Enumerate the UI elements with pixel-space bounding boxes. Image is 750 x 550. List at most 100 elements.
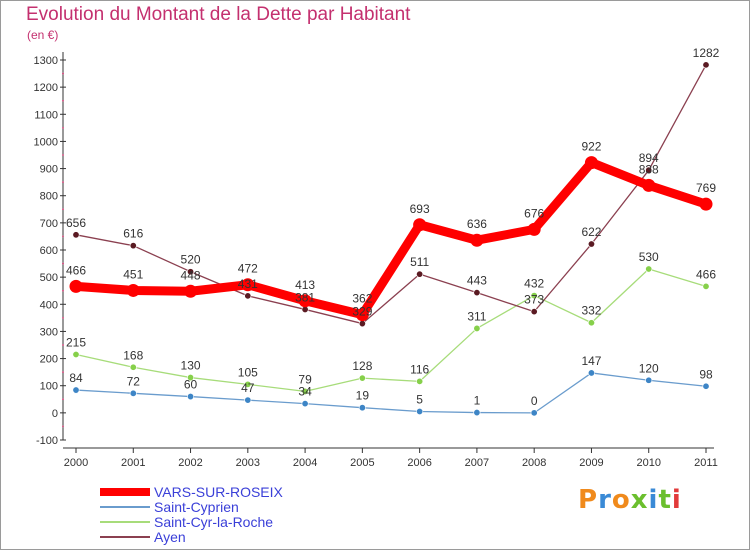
data-point: [416, 377, 424, 385]
data-point: [358, 320, 366, 328]
data-point: [587, 369, 595, 377]
data-point: [530, 409, 538, 417]
legend-swatch: [100, 536, 150, 538]
y-tick-label: 1200: [34, 82, 58, 94]
data-point: [241, 278, 255, 292]
data-point: [645, 166, 653, 174]
data-point: [699, 197, 713, 211]
series-line-saint-cyprien: [75, 372, 707, 414]
data-point: [702, 382, 710, 390]
data-label: 413: [295, 278, 315, 292]
data-label: 656: [66, 216, 86, 230]
y-minor-tick: [62, 235, 64, 238]
y-tick-label: -100: [36, 435, 58, 447]
data-point: [72, 231, 80, 239]
data-label: 5: [416, 393, 423, 407]
data-point: [187, 374, 195, 382]
data-point: [584, 156, 598, 170]
data-label: 116: [410, 362, 429, 376]
data-label: 472: [238, 262, 258, 276]
data-label: 838: [639, 162, 659, 176]
y-tick-label: 900: [40, 164, 58, 176]
data-label: 19: [356, 389, 370, 403]
x-tick-label: 2007: [465, 457, 489, 469]
x-tick-label: 2009: [579, 457, 603, 469]
x-tick-label: 2000: [64, 457, 88, 469]
data-label: 47: [241, 381, 255, 395]
data-point: [530, 292, 538, 300]
data-point: [413, 218, 427, 232]
data-label: 922: [581, 140, 601, 154]
y-minor-tick: [62, 371, 64, 374]
data-label: 120: [639, 361, 659, 375]
y-minor-tick: [62, 208, 64, 211]
y-tick-label: 400: [40, 299, 58, 311]
data-label: 84: [69, 371, 83, 385]
data-label: 332: [581, 304, 601, 318]
y-tick-label: 800: [40, 191, 58, 203]
data-label: 72: [127, 374, 141, 388]
data-label: 432: [524, 277, 544, 291]
legend-label: Saint-Cyr-la-Roche: [154, 514, 274, 530]
data-point: [470, 233, 484, 247]
data-label: 622: [581, 225, 601, 239]
x-tick-label: 2003: [236, 457, 260, 469]
data-label: 443: [467, 274, 487, 288]
data-point: [301, 400, 309, 408]
data-label: 79: [298, 372, 312, 386]
logo-letter: x: [630, 485, 649, 515]
data-point: [645, 265, 653, 273]
chart-unit-label: (en €): [27, 28, 59, 42]
data-label: 130: [181, 359, 201, 373]
data-point: [244, 396, 252, 404]
data-point: [587, 240, 595, 248]
data-point: [645, 376, 653, 384]
y-tick-label: 1000: [34, 136, 58, 148]
legend-swatch: [100, 506, 150, 508]
data-point: [129, 389, 137, 397]
logo-letter: i: [671, 485, 682, 515]
data-label: 98: [699, 367, 713, 381]
data-point: [587, 319, 595, 327]
data-label: 530: [639, 250, 659, 264]
x-tick-label: 2010: [636, 457, 660, 469]
y-tick-label: 100: [40, 381, 58, 393]
logo-letter: r: [598, 485, 612, 515]
data-label: 34: [298, 385, 312, 399]
y-minor-tick: [62, 425, 64, 428]
y-minor-tick: [62, 99, 64, 102]
logo-letter: P: [578, 485, 599, 515]
data-label: 616: [123, 227, 143, 241]
x-tick-label: 2008: [522, 457, 546, 469]
y-tick-label: 1300: [34, 55, 58, 67]
data-point: [530, 308, 538, 316]
data-label: 769: [696, 181, 716, 195]
data-point: [184, 284, 198, 298]
data-label: 466: [66, 263, 86, 277]
data-point: [72, 350, 80, 358]
data-point: [416, 407, 424, 415]
series-line-vars-sur-roseix: [71, 158, 711, 320]
y-minor-tick: [62, 289, 64, 292]
data-label: 381: [295, 290, 315, 304]
data-label: 311: [467, 309, 486, 323]
data-label: 105: [238, 365, 258, 379]
legend-swatch: [100, 521, 150, 523]
data-point: [473, 289, 481, 297]
legend-swatch: [100, 488, 150, 496]
data-point: [244, 292, 252, 300]
y-minor-tick: [62, 262, 64, 265]
data-point: [473, 324, 481, 332]
y-minor-tick: [62, 316, 64, 319]
y-tick-label: 0: [52, 408, 58, 420]
data-point: [473, 409, 481, 417]
x-tick-label: 2004: [293, 457, 317, 469]
data-point: [642, 178, 656, 192]
data-label: 693: [410, 202, 430, 216]
y-tick-label: 200: [40, 354, 58, 366]
y-tick-label: 300: [40, 326, 58, 338]
data-label: 147: [581, 354, 601, 368]
x-tick-label: 2002: [178, 457, 202, 469]
data-point: [358, 374, 366, 382]
data-label: 362: [352, 292, 372, 306]
